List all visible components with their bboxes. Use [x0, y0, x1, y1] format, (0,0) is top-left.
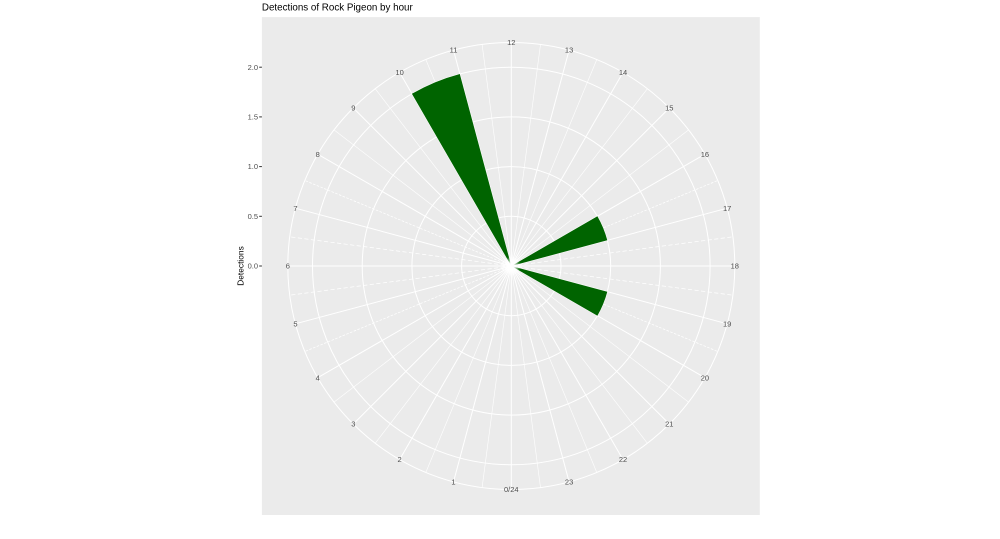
svg-text:23: 23 — [565, 478, 573, 487]
svg-text:2.0: 2.0 — [248, 63, 258, 72]
svg-text:1: 1 — [451, 478, 455, 487]
svg-text:0.5: 0.5 — [248, 212, 258, 221]
svg-text:Detections of Rock Pigeon by h: Detections of Rock Pigeon by hour — [262, 2, 414, 13]
svg-text:11: 11 — [450, 46, 458, 55]
svg-text:Detections: Detections — [236, 246, 246, 286]
svg-text:6: 6 — [286, 262, 290, 271]
svg-text:20: 20 — [701, 373, 709, 382]
svg-text:22: 22 — [619, 455, 627, 464]
svg-text:10: 10 — [395, 68, 403, 77]
svg-text:12: 12 — [507, 38, 515, 47]
svg-text:17: 17 — [723, 204, 731, 213]
svg-text:9: 9 — [351, 104, 355, 113]
svg-text:0.0: 0.0 — [248, 262, 258, 271]
svg-text:2: 2 — [398, 455, 402, 464]
svg-text:21: 21 — [665, 420, 673, 429]
svg-text:1.0: 1.0 — [248, 162, 258, 171]
svg-text:8: 8 — [316, 150, 320, 159]
svg-text:3: 3 — [351, 420, 355, 429]
svg-text:16: 16 — [701, 150, 709, 159]
svg-text:18: 18 — [731, 262, 739, 271]
svg-text:7: 7 — [293, 204, 297, 213]
svg-text:13: 13 — [565, 46, 573, 55]
svg-text:14: 14 — [619, 68, 627, 77]
svg-text:15: 15 — [665, 104, 673, 113]
svg-text:19: 19 — [723, 319, 731, 328]
svg-text:4: 4 — [316, 373, 320, 382]
svg-text:0/24: 0/24 — [504, 485, 519, 494]
svg-text:1.5: 1.5 — [248, 113, 258, 122]
svg-text:5: 5 — [293, 319, 297, 328]
